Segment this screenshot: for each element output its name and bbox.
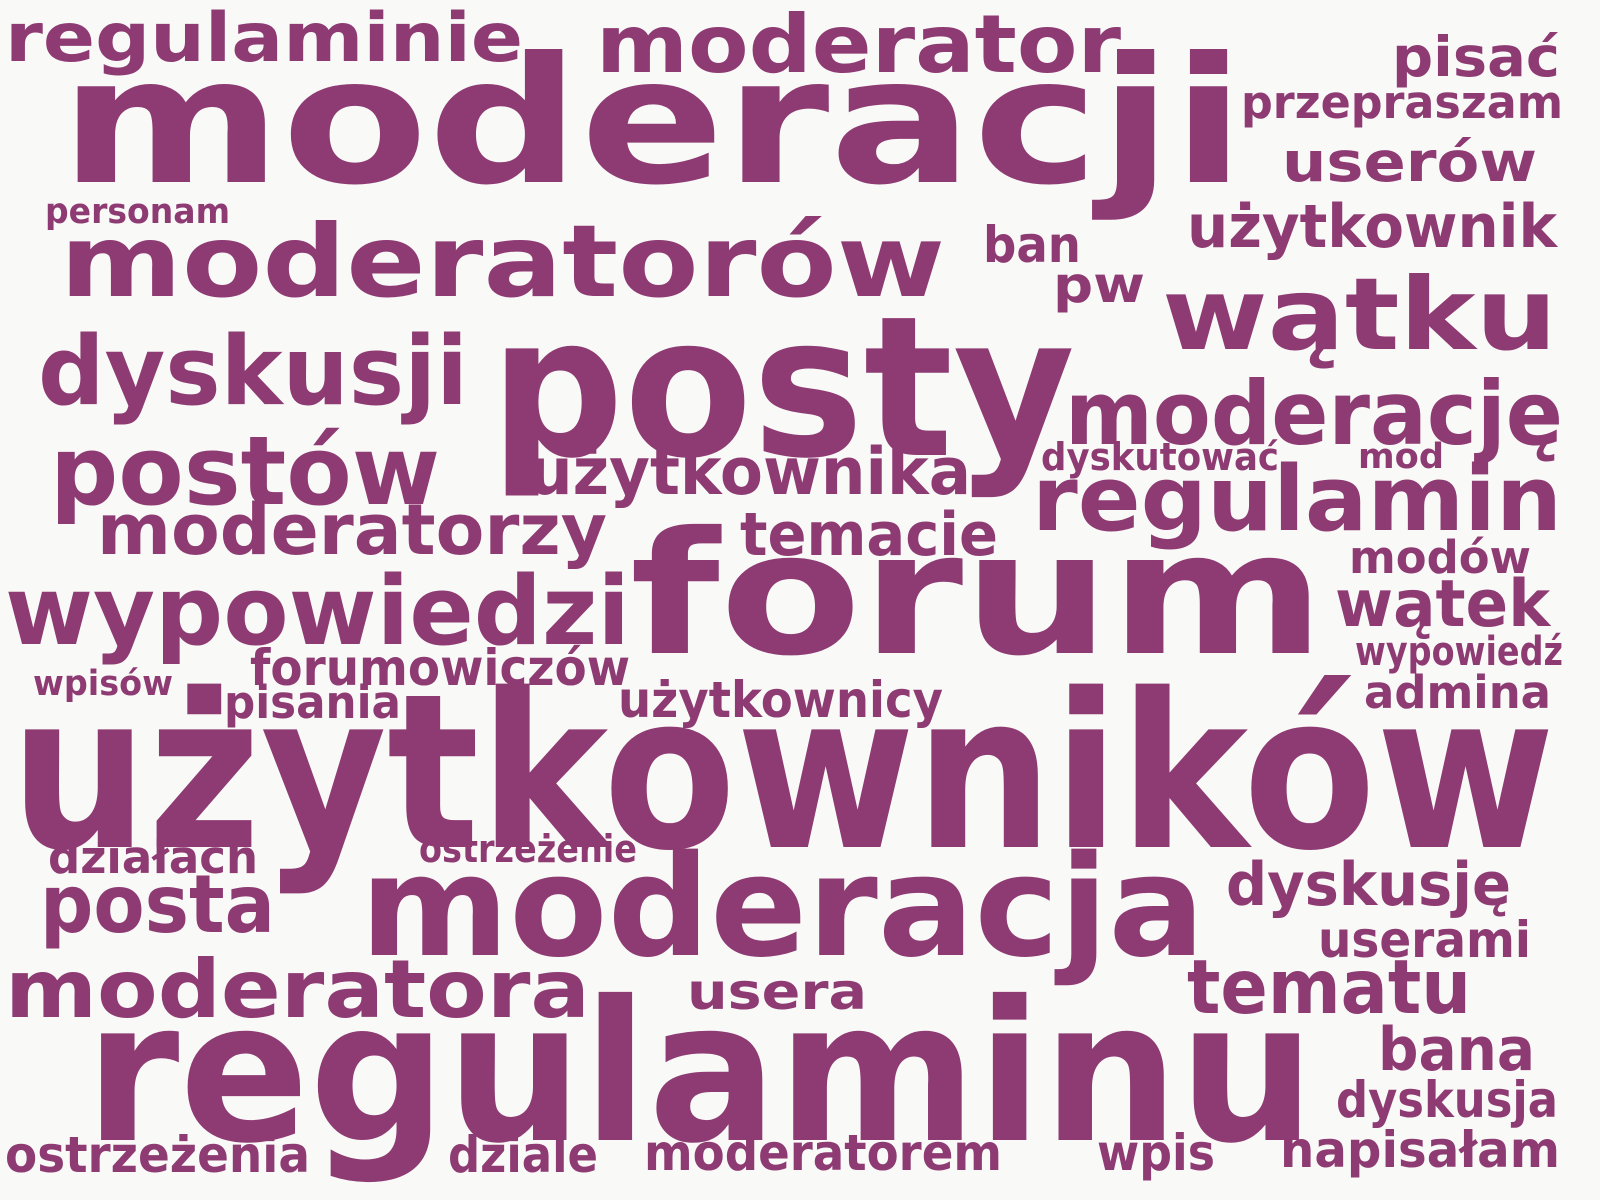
word-wpisow: wpisów [33,667,173,702]
word-watku: wątku [1162,265,1557,365]
word-moderator: moderator [596,5,1121,85]
word-moderatora: moderatora [5,950,590,1030]
word-uzytkownicy: użytkownicy [618,675,943,725]
word-wpis: wpis [1097,1128,1215,1178]
word-userow: userów [1282,135,1537,190]
word-usera: usera [687,967,867,1017]
word-ostrzezenie: ostrzeżenie [419,830,637,868]
word-ostrzezenia: ostrzeżenia [5,1130,310,1180]
word-regulaminie: regulaminie [5,5,523,73]
word-przepraszam: przepraszam [1241,80,1563,125]
word-temacie: temacie [740,505,998,565]
word-napisalam: napisałam [1280,1125,1560,1175]
word-dyskutowac: dyskutować [1041,438,1279,476]
word-dzialach: działach [48,835,258,880]
word-moderatorem: moderatorem [644,1128,1002,1178]
word-personam: personam [45,195,230,230]
word-userami: userami [1318,915,1531,965]
word-pisania: pisania [224,680,401,725]
word-dyskusji: dyskusji [38,325,468,420]
word-pw: pw [1053,260,1145,310]
word-dyskusja: dyskusja [1336,1075,1558,1125]
word-uzytkownika: użytkownika [528,440,971,505]
word-dziale: dziale [448,1130,598,1180]
word-mod: mod [1358,440,1444,475]
word-dyskusje: dyskusję [1226,855,1511,915]
word-admina: admina [1364,670,1551,715]
word-uzytkownik: użytkownik [1187,197,1557,257]
word-watek: wątek [1335,572,1550,637]
